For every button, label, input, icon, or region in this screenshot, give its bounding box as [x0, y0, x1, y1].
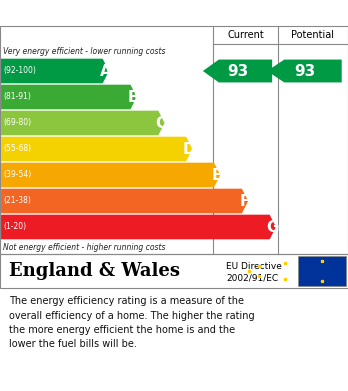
Text: (1-20): (1-20)	[3, 222, 26, 231]
Text: Potential: Potential	[292, 30, 334, 40]
Text: G: G	[266, 219, 279, 235]
Text: (55-68): (55-68)	[3, 145, 32, 154]
Text: E: E	[212, 167, 222, 183]
Polygon shape	[267, 59, 342, 83]
Text: The energy efficiency rating is a measure of the
overall efficiency of a home. T: The energy efficiency rating is a measur…	[9, 296, 254, 350]
Text: Current: Current	[227, 30, 264, 40]
Polygon shape	[1, 85, 137, 109]
Polygon shape	[1, 163, 220, 187]
Text: (39-54): (39-54)	[3, 170, 32, 179]
Text: Very energy efficient - lower running costs: Very energy efficient - lower running co…	[3, 47, 165, 56]
Text: England & Wales: England & Wales	[9, 262, 180, 280]
Text: B: B	[127, 90, 139, 104]
Bar	[298, 256, 346, 286]
Text: 93: 93	[227, 63, 248, 79]
Text: Not energy efficient - higher running costs: Not energy efficient - higher running co…	[3, 243, 165, 252]
Text: A: A	[100, 63, 111, 79]
Polygon shape	[1, 111, 165, 135]
Text: 2002/91/EC: 2002/91/EC	[226, 273, 278, 282]
Text: D: D	[183, 142, 195, 156]
Text: (69-80): (69-80)	[3, 118, 32, 127]
Text: EU Directive: EU Directive	[226, 262, 282, 271]
Text: (81-91): (81-91)	[3, 93, 31, 102]
Text: (21-38): (21-38)	[3, 197, 31, 206]
Polygon shape	[1, 59, 109, 83]
Polygon shape	[1, 137, 192, 161]
Polygon shape	[1, 189, 248, 213]
Text: (92-100): (92-100)	[3, 66, 36, 75]
Polygon shape	[203, 59, 272, 83]
Text: C: C	[156, 115, 167, 131]
Polygon shape	[1, 215, 276, 239]
Text: Energy Efficiency Rating: Energy Efficiency Rating	[9, 5, 219, 20]
Text: F: F	[239, 194, 250, 208]
Text: 93: 93	[294, 63, 315, 79]
